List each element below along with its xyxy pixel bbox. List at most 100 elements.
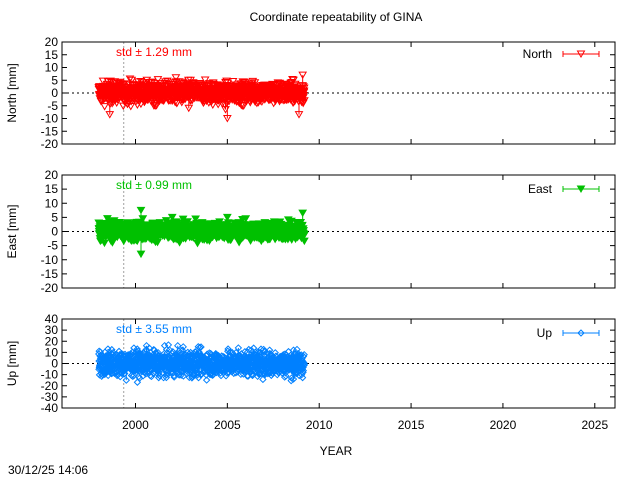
data-point: [119, 80, 129, 88]
y-tick-label: -20: [41, 379, 59, 393]
data-point: [299, 231, 309, 240]
legend-label: Up: [537, 326, 553, 340]
x-tick-label: 2025: [581, 418, 608, 432]
x-tick-label: 2010: [306, 418, 333, 432]
data-point: [155, 373, 163, 382]
y-tick-label: 10: [45, 196, 59, 210]
data-point: [184, 348, 192, 357]
data-point: [136, 206, 146, 215]
y-axis-label: Up [mm]: [5, 341, 19, 386]
y-tick-label: 0: [51, 357, 58, 371]
data-point: [125, 75, 135, 83]
data-point: [269, 81, 279, 89]
data-series-east: [94, 206, 309, 259]
plot-frame: [61, 174, 616, 289]
y-tick-label: 30: [45, 323, 59, 337]
data-point: [179, 343, 187, 351]
data-point: [184, 104, 194, 113]
data-point: [196, 343, 204, 352]
data-point: [298, 71, 308, 80]
legend-label: North: [523, 47, 552, 61]
data-point: [167, 213, 177, 222]
data-point: [186, 76, 195, 85]
legend-marker: [576, 50, 586, 58]
data-point: [136, 78, 146, 86]
y-tick-label: 20: [45, 35, 59, 49]
data-point: [300, 361, 309, 369]
y-tick-label: 40: [45, 312, 59, 326]
data-point: [299, 97, 309, 105]
data-point: [222, 213, 232, 222]
y-tick-label: 10: [45, 345, 59, 359]
y-tick-label: -10: [41, 253, 59, 267]
data-point: [103, 78, 113, 86]
y-tick-label: 0: [51, 225, 58, 239]
data-point: [289, 76, 298, 85]
legend-marker: [576, 185, 586, 193]
data-point: [183, 218, 192, 226]
data-point: [174, 341, 182, 350]
y-tick-label: -15: [41, 124, 59, 138]
data-series-up: [95, 341, 309, 386]
data-point: [282, 372, 290, 380]
y-tick-label: 20: [45, 168, 59, 182]
data-point: [221, 106, 230, 114]
data-point: [177, 371, 185, 379]
y-tick-label: -15: [41, 267, 59, 281]
data-point: [96, 97, 106, 106]
data-point: [271, 349, 279, 357]
data-point: [226, 348, 234, 356]
data-point: [299, 366, 308, 375]
data-point: [299, 237, 309, 246]
std-label: std ± 3.55 mm: [116, 322, 192, 336]
data-point: [298, 373, 307, 382]
data-point: [213, 100, 223, 109]
y-tick-label: -5: [47, 99, 58, 113]
std-label: std ± 1.29 mm: [116, 45, 192, 59]
data-point: [100, 239, 109, 248]
data-point: [265, 346, 274, 354]
x-tick-label: 2000: [122, 418, 149, 432]
data-point: [136, 250, 146, 259]
y-tick-label: 5: [51, 73, 58, 87]
data-point: [298, 209, 308, 218]
data-point: [300, 359, 308, 368]
data-point: [294, 111, 304, 119]
data-point: [200, 76, 210, 84]
data-point: [248, 77, 258, 86]
legend-label: East: [528, 182, 553, 196]
std-label: std ± 0.99 mm: [116, 178, 192, 192]
data-point: [149, 102, 159, 110]
y-tick-label: 15: [45, 48, 59, 62]
plot-frame: [61, 41, 616, 145]
data-point: [250, 79, 260, 87]
x-tick-label: 2015: [398, 418, 425, 432]
y-tick-label: 0: [51, 86, 58, 100]
y-tick-label: 20: [45, 334, 59, 348]
data-point: [202, 376, 211, 384]
data-point: [224, 345, 232, 353]
data-point: [138, 215, 148, 223]
data-point: [299, 88, 309, 97]
data-point: [130, 371, 138, 380]
data-point: [105, 111, 115, 119]
data-point: [191, 215, 200, 224]
y-tick-label: 10: [45, 61, 59, 75]
data-point: [236, 101, 246, 110]
y-tick-label: -10: [41, 112, 59, 126]
data-point: [172, 99, 182, 108]
data-point: [257, 345, 265, 353]
data-point: [176, 348, 185, 357]
x-axis-label: YEAR: [320, 444, 353, 458]
data-point: [153, 238, 162, 247]
x-tick-label: 2005: [214, 418, 241, 432]
data-point: [222, 115, 232, 123]
data-point: [295, 371, 303, 380]
data-point: [142, 341, 151, 350]
data-point: [194, 374, 203, 382]
y-tick-label: -30: [41, 390, 59, 404]
